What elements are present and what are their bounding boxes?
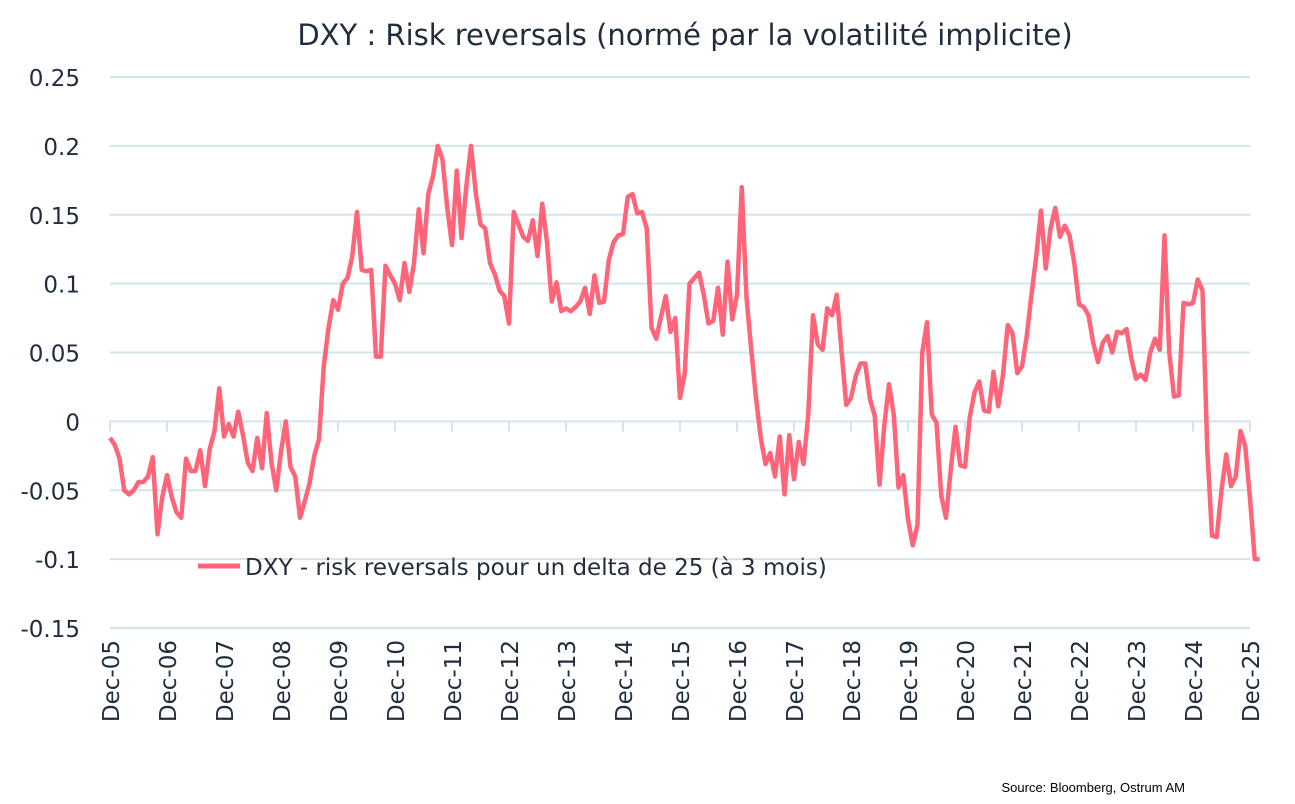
gridlines bbox=[110, 76, 1250, 629]
x-tick-label: Dec-23 bbox=[1125, 640, 1151, 722]
y-axis-ticks: 0.25 0.2 0.15 0.1 0.05 0 -0.05 -0.1 -0.15 bbox=[20, 66, 80, 643]
x-tick-label: Dec-09 bbox=[327, 640, 353, 722]
source-note: Source: Bloomberg, Ostrum AM bbox=[1001, 780, 1185, 795]
x-tick-label: Dec-06 bbox=[156, 640, 182, 722]
y-tick-label: -0.1 bbox=[35, 548, 80, 574]
y-tick-label: 0.15 bbox=[29, 204, 80, 230]
x-tick-label: Dec-07 bbox=[213, 640, 239, 722]
x-tick-label: Dec-10 bbox=[384, 640, 410, 722]
x-tick-label: Dec-12 bbox=[498, 640, 524, 722]
x-tick-label: Dec-14 bbox=[612, 640, 638, 722]
x-tick-label: Dec-20 bbox=[954, 640, 980, 722]
x-tick-label: Dec-18 bbox=[840, 640, 866, 722]
x-tick-label: Dec-13 bbox=[555, 640, 581, 722]
legend: DXY - risk reversals pour un delta de 25… bbox=[198, 555, 827, 581]
x-tick-label: Dec-19 bbox=[897, 640, 923, 722]
series-group bbox=[108, 143, 1260, 562]
y-tick-label: 0 bbox=[65, 410, 80, 436]
y-tick-label: -0.15 bbox=[20, 617, 80, 643]
y-tick-label: 0.25 bbox=[29, 66, 80, 92]
y-tick-label: 0.05 bbox=[29, 342, 80, 368]
legend-label: DXY - risk reversals pour un delta de 25… bbox=[245, 555, 827, 581]
x-tick-label: Dec-16 bbox=[726, 640, 752, 722]
x-tick-label: Dec-22 bbox=[1068, 640, 1094, 722]
y-tick-label: 0.2 bbox=[43, 135, 80, 161]
y-tick-label: 0.1 bbox=[43, 273, 80, 299]
x-tick-label: Dec-15 bbox=[669, 640, 695, 722]
x-axis-ticks: Dec-05 Dec-06 Dec-07 Dec-08 Dec-09 Dec-10 Dec-… bbox=[99, 421, 1265, 722]
x-tick-label: Dec-17 bbox=[783, 640, 809, 722]
y-tick-label: -0.05 bbox=[20, 479, 80, 505]
x-tick-label: Dec-24 bbox=[1182, 640, 1208, 722]
x-tick-label: Dec-05 bbox=[99, 640, 125, 722]
x-tick-label: Dec-08 bbox=[270, 640, 296, 722]
chart-title: DXY : Risk reversals (normé par la volat… bbox=[297, 18, 1073, 52]
x-tick-label: Dec-11 bbox=[441, 640, 467, 722]
x-tick-label: Dec-21 bbox=[1011, 640, 1037, 722]
x-tick-label: Dec-25 bbox=[1239, 640, 1265, 722]
